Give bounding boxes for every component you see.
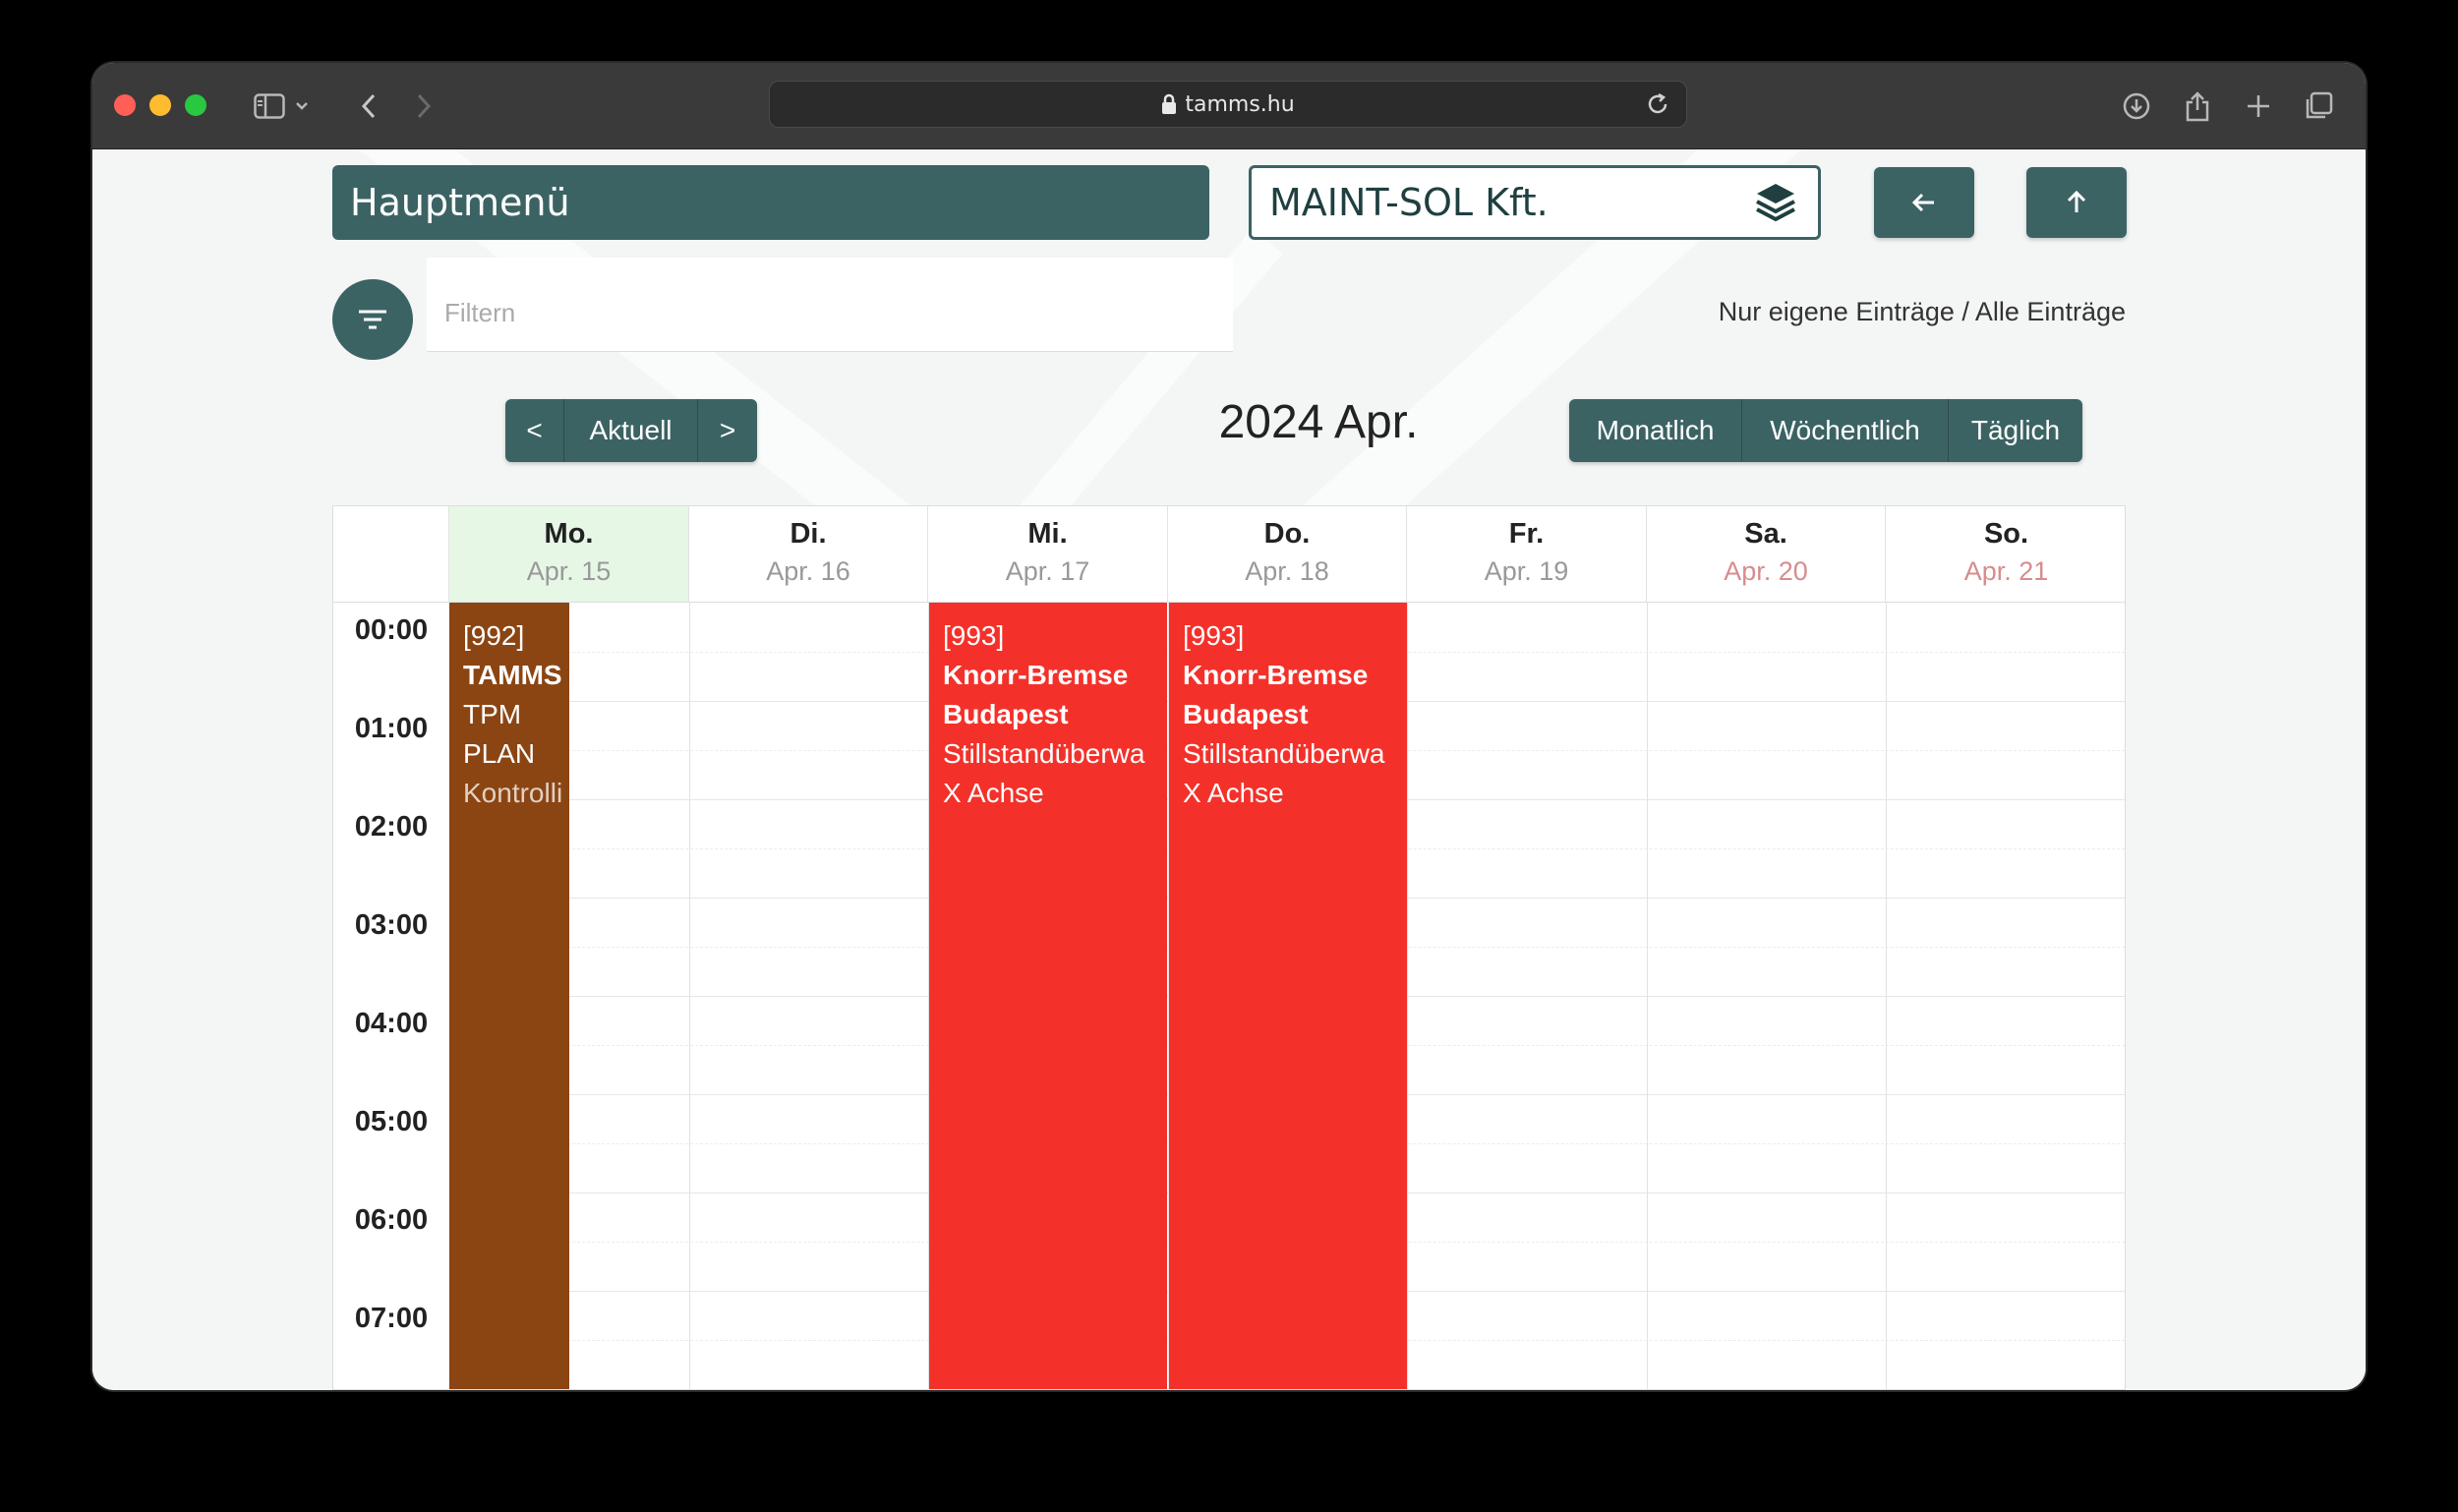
day-name: Di. bbox=[790, 518, 827, 550]
url-text: tamms.hu bbox=[1185, 91, 1295, 117]
event-line: X Achse bbox=[943, 778, 1044, 808]
calendar-event[interactable]: [993] Knorr-Bremse Budapest Stillstandüb… bbox=[1169, 603, 1407, 1389]
back-arrow-icon[interactable] bbox=[354, 85, 383, 128]
event-title: Knorr-Bremse bbox=[943, 660, 1129, 690]
layers-icon[interactable] bbox=[1751, 178, 1800, 227]
hour-label: 07:00 bbox=[354, 1303, 429, 1334]
hour-label: 02:00 bbox=[354, 811, 429, 843]
next-period-button[interactable]: > bbox=[719, 415, 736, 445]
main-menu-button[interactable]: Hauptmenü bbox=[332, 165, 1209, 240]
previous-period-button[interactable]: < bbox=[505, 399, 564, 462]
hour-label: 01:00 bbox=[354, 713, 429, 744]
download-icon[interactable] bbox=[2120, 85, 2153, 128]
hour-label: 00:00 bbox=[354, 614, 429, 646]
filter-icon bbox=[359, 310, 386, 329]
day-header-saturday[interactable]: Sa. Apr. 20 bbox=[1647, 506, 1886, 603]
day-date: Apr. 21 bbox=[1963, 556, 2049, 586]
grid-line bbox=[1647, 603, 1648, 1389]
day-name: So. bbox=[1983, 518, 2029, 550]
event-title: Knorr-Bremse bbox=[1183, 660, 1369, 690]
grid-line bbox=[928, 603, 929, 1389]
event-line: X Achse bbox=[1183, 778, 1284, 808]
entries-toggle-link[interactable]: Nur eigene Einträge / Alle Einträge bbox=[1718, 297, 2126, 326]
day-header-tuesday[interactable]: Di. Apr. 16 bbox=[689, 506, 928, 603]
grid-line bbox=[1886, 603, 1887, 1389]
company-name: MAINT-SOL Kft. bbox=[1269, 181, 1549, 224]
browser-window: tamms.hu Hauptmenü MAINT-SOL Kft. bbox=[92, 63, 2366, 1390]
new-tab-icon[interactable] bbox=[2242, 85, 2275, 128]
view-monthly-button[interactable]: Monatlich bbox=[1569, 399, 1742, 462]
calendar-event[interactable]: [993] Knorr-Bremse Budapest Stillstandüb… bbox=[929, 603, 1167, 1389]
company-selector[interactable]: MAINT-SOL Kft. bbox=[1249, 165, 1821, 240]
grid-line bbox=[1407, 603, 1408, 1389]
period-title: 2024 Apr. bbox=[1218, 396, 1419, 448]
calendar-navigation: < Aktuell > bbox=[505, 399, 757, 462]
week-calendar: Mo. Apr. 15 Di. Apr. 16 Mi. Apr. 17 Do. … bbox=[332, 505, 2126, 1390]
filter-input[interactable] bbox=[427, 258, 1233, 352]
event-id: [993] bbox=[943, 620, 1005, 651]
share-icon[interactable] bbox=[2181, 85, 2214, 128]
event-title-line2: Budapest bbox=[943, 699, 1069, 729]
tab-overview-icon[interactable] bbox=[2301, 85, 2336, 128]
lock-icon bbox=[1161, 93, 1177, 115]
hour-label: 04:00 bbox=[354, 1008, 429, 1039]
day-header-thursday[interactable]: Do. Apr. 18 bbox=[1168, 506, 1407, 603]
sidebar-toggle-icon[interactable] bbox=[250, 85, 289, 128]
hour-label: 06:00 bbox=[354, 1204, 429, 1236]
event-id: [992] bbox=[463, 620, 525, 651]
day-header-friday[interactable]: Fr. Apr. 19 bbox=[1407, 506, 1647, 603]
scroll-top-button[interactable] bbox=[2026, 167, 2127, 238]
day-date: Apr. 18 bbox=[1245, 556, 1329, 586]
close-window-button[interactable] bbox=[114, 94, 136, 116]
arrow-left-icon bbox=[1911, 193, 1934, 212]
day-name: Mi. bbox=[1027, 518, 1068, 550]
grid-line bbox=[689, 603, 690, 1389]
back-button[interactable] bbox=[1874, 167, 1974, 238]
day-header-monday[interactable]: Mo. Apr. 15 bbox=[449, 506, 689, 603]
view-daily-button[interactable]: Täglich bbox=[1970, 415, 2061, 445]
day-date: Apr. 19 bbox=[1484, 556, 1569, 586]
event-line: Stillstandüberwa bbox=[1183, 738, 1385, 769]
day-name: Fr. bbox=[1508, 518, 1545, 550]
filter-button[interactable] bbox=[332, 279, 413, 360]
day-name: Mo. bbox=[544, 518, 594, 550]
minimize-window-button[interactable] bbox=[149, 94, 171, 116]
page-content: Hauptmenü MAINT-SOL Kft. Nur eigene Eint… bbox=[92, 149, 2366, 1390]
current-period-button[interactable]: Aktuell bbox=[564, 399, 698, 462]
chevron-down-icon[interactable] bbox=[293, 85, 311, 128]
zoom-window-button[interactable] bbox=[185, 94, 206, 116]
day-date: Apr. 17 bbox=[1005, 556, 1090, 586]
hour-label: 03:00 bbox=[354, 909, 429, 941]
day-name: Do. bbox=[1263, 518, 1311, 550]
calendar-event[interactable]: [992] TAMMS TPM PLAN Kontrolli bbox=[449, 603, 569, 1389]
event-title-line2: Budapest bbox=[1183, 699, 1309, 729]
day-name: Sa. bbox=[1744, 518, 1787, 550]
reload-icon[interactable] bbox=[1645, 91, 1670, 117]
view-weekly-button[interactable]: Wöchentlich bbox=[1742, 399, 1949, 462]
day-date: Apr. 16 bbox=[766, 556, 850, 586]
browser-titlebar: tamms.hu bbox=[92, 63, 2366, 149]
event-id: [993] bbox=[1183, 620, 1245, 651]
event-line: PLAN bbox=[463, 738, 536, 769]
grid-line bbox=[1168, 603, 1169, 1389]
address-bar[interactable]: tamms.hu bbox=[769, 81, 1687, 128]
event-line: TPM bbox=[463, 699, 522, 729]
time-column-header bbox=[333, 506, 449, 603]
event-title: TAMMS bbox=[463, 660, 562, 690]
event-line: Kontrolli bbox=[463, 778, 563, 808]
day-header-wednesday[interactable]: Mi. Apr. 17 bbox=[928, 506, 1168, 603]
forward-arrow-icon[interactable] bbox=[409, 85, 439, 128]
day-date: Apr. 15 bbox=[526, 556, 612, 586]
event-line: Stillstandüberwa bbox=[943, 738, 1145, 769]
day-date: Apr. 20 bbox=[1724, 556, 1808, 586]
arrow-up-icon bbox=[2067, 190, 2086, 212]
hour-label: 05:00 bbox=[354, 1106, 429, 1137]
day-header-sunday[interactable]: So. Apr. 21 bbox=[1886, 506, 2125, 603]
view-switcher: Monatlich Wöchentlich Täglich bbox=[1569, 399, 2082, 462]
